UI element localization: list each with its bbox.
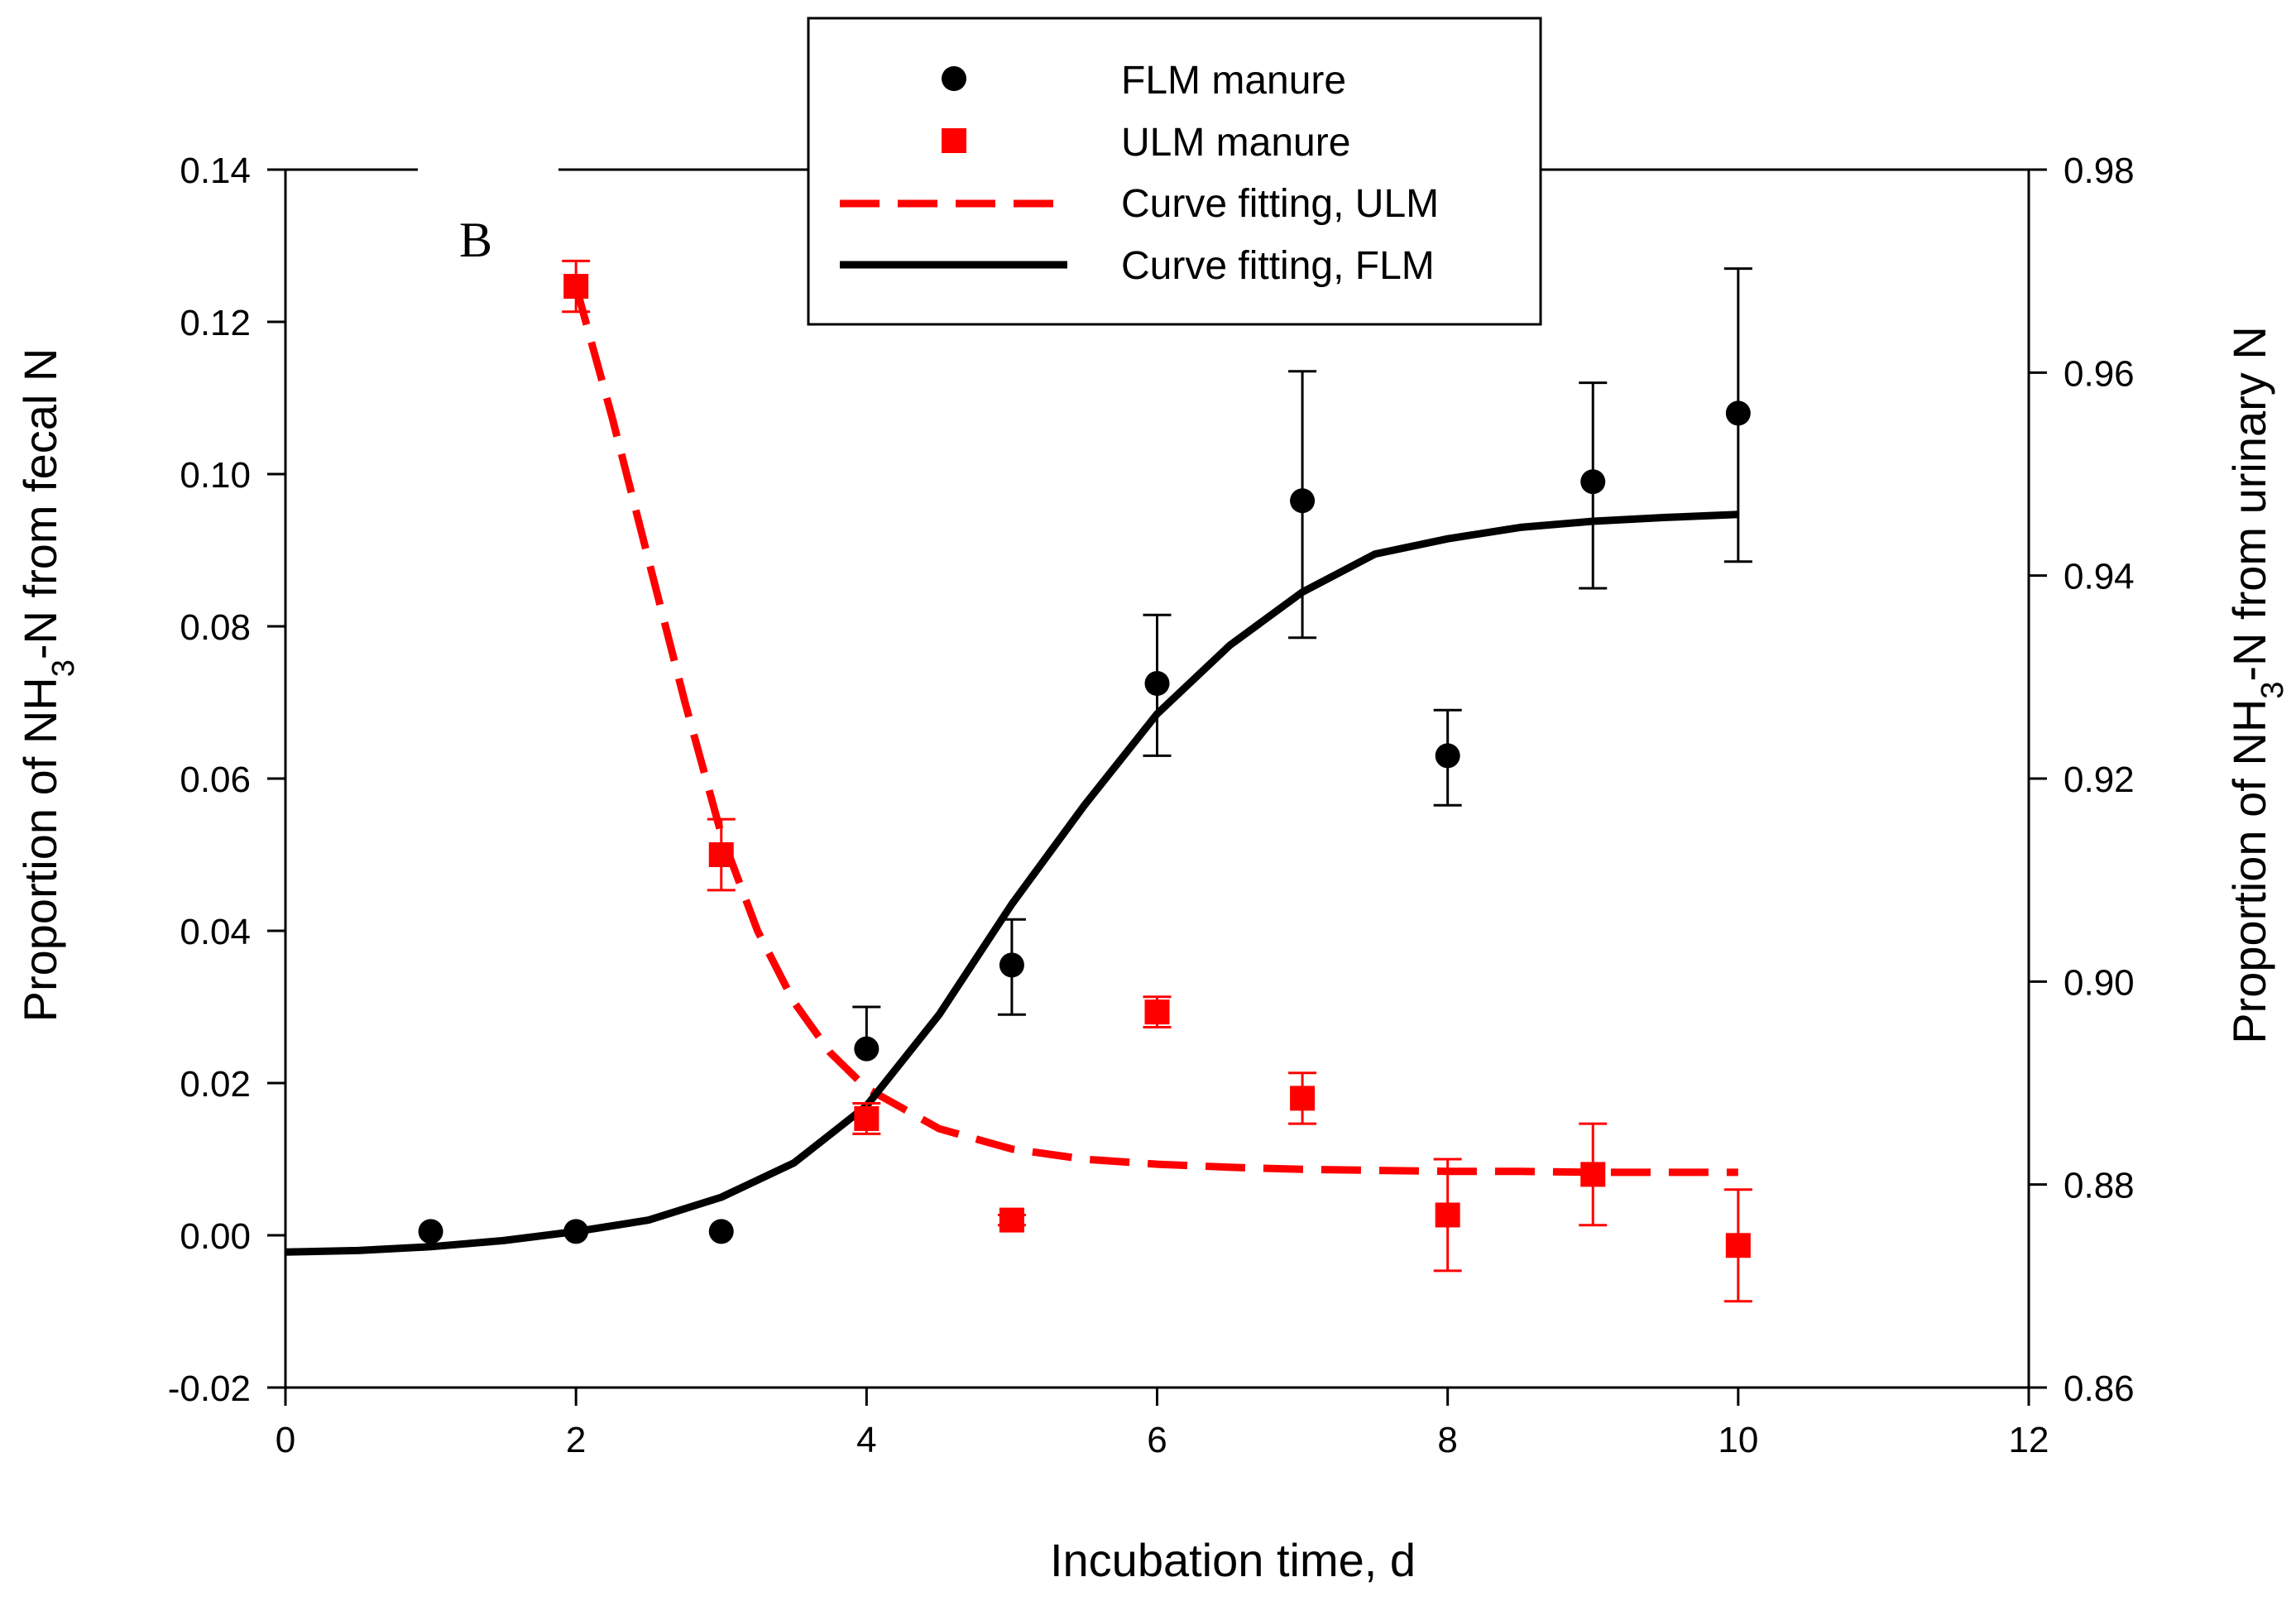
panel-label: B — [459, 213, 492, 267]
data-point-ulm — [1290, 1086, 1316, 1111]
data-point-flm — [708, 1219, 734, 1244]
data-point-ulm — [563, 274, 589, 300]
data-point-ulm — [854, 1105, 880, 1131]
legend-label-flm-fit: Curve fitting, FLM — [1121, 244, 1435, 288]
data-point-flm — [1580, 469, 1606, 495]
y-right-tick-label: 0.88 — [2064, 1166, 2135, 1206]
y-left-tick-label: 0.00 — [180, 1216, 251, 1257]
legend-marker-flm — [942, 66, 966, 91]
y-right-tick-label: 0.90 — [2064, 962, 2135, 1003]
y-axis-label-right: Proportion of NH3-N from urinary N — [2223, 326, 2290, 1044]
data-point-ulm — [999, 1207, 1024, 1233]
legend-label-ulm-fit: Curve fitting, ULM — [1121, 182, 1439, 226]
axes-frame — [284, 168, 2030, 1389]
y-right-tick-label: 0.96 — [2064, 353, 2135, 394]
legend: FLM manure ULM manure Curve fitting, ULM… — [807, 17, 1542, 326]
data-points — [418, 274, 1751, 1258]
y-left-tick-label: -0.02 — [168, 1369, 251, 1409]
y-left-tick-label: 0.04 — [180, 912, 251, 952]
data-point-ulm — [708, 842, 734, 867]
data-point-flm — [1144, 671, 1170, 696]
data-point-flm — [854, 1036, 880, 1062]
fit-curve-flm — [285, 510, 1738, 1256]
x-tick-label: 0 — [276, 1420, 295, 1460]
x-tick-label: 6 — [1147, 1420, 1167, 1460]
data-point-ulm — [1725, 1233, 1751, 1258]
y-left-tick-label: 0.06 — [180, 760, 251, 800]
x-tick-label: 12 — [2009, 1420, 2049, 1460]
fit-curve-ulm — [572, 285, 1738, 1177]
data-point-ulm — [1435, 1202, 1460, 1228]
data-point-ulm — [1580, 1162, 1606, 1187]
error-bars — [562, 259, 1752, 1303]
x-tick-label: 10 — [1718, 1420, 1758, 1460]
y-right-tick-label: 0.98 — [2064, 151, 2135, 191]
data-point-flm — [1290, 488, 1316, 514]
legend-marker-ulm — [942, 128, 966, 153]
y-left-tick-label: 0.02 — [180, 1064, 251, 1105]
x-tick-label: 4 — [856, 1420, 876, 1460]
x-axis-label: Incubation time, d — [1050, 1534, 1416, 1586]
y-right-tick-label: 0.94 — [2064, 557, 2135, 597]
data-point-flm — [999, 952, 1024, 978]
legend-label-ulm: ULM manure — [1121, 121, 1350, 165]
x-tick-label: 2 — [566, 1420, 586, 1460]
fit-curves — [285, 285, 1738, 1256]
data-point-flm — [1725, 400, 1751, 426]
y-right-tick-label: 0.86 — [2064, 1369, 2135, 1409]
ticks: 0 2 4 6 8 10 12 -0.02 0.00 0.02 0.04 0.06 0.08 0.10 0.… — [168, 151, 2135, 1460]
data-point-flm — [563, 1219, 589, 1244]
y-left-tick-label: 0.10 — [180, 455, 251, 496]
y-left-tick-label: 0.12 — [180, 303, 251, 343]
data-point-flm — [418, 1219, 443, 1244]
legend-box — [807, 17, 1542, 326]
data-point-ulm — [1144, 999, 1170, 1025]
legend-label-flm: FLM manure — [1121, 59, 1346, 103]
y-left-tick-label: 0.14 — [180, 151, 251, 191]
data-point-flm — [1435, 743, 1460, 769]
y-right-tick-label: 0.92 — [2064, 760, 2135, 800]
x-tick-label: 8 — [1437, 1420, 1457, 1460]
y-left-tick-label: 0.08 — [180, 607, 251, 648]
y-axis-label-left: Proportion of NH3-N from fecal N — [14, 348, 81, 1023]
